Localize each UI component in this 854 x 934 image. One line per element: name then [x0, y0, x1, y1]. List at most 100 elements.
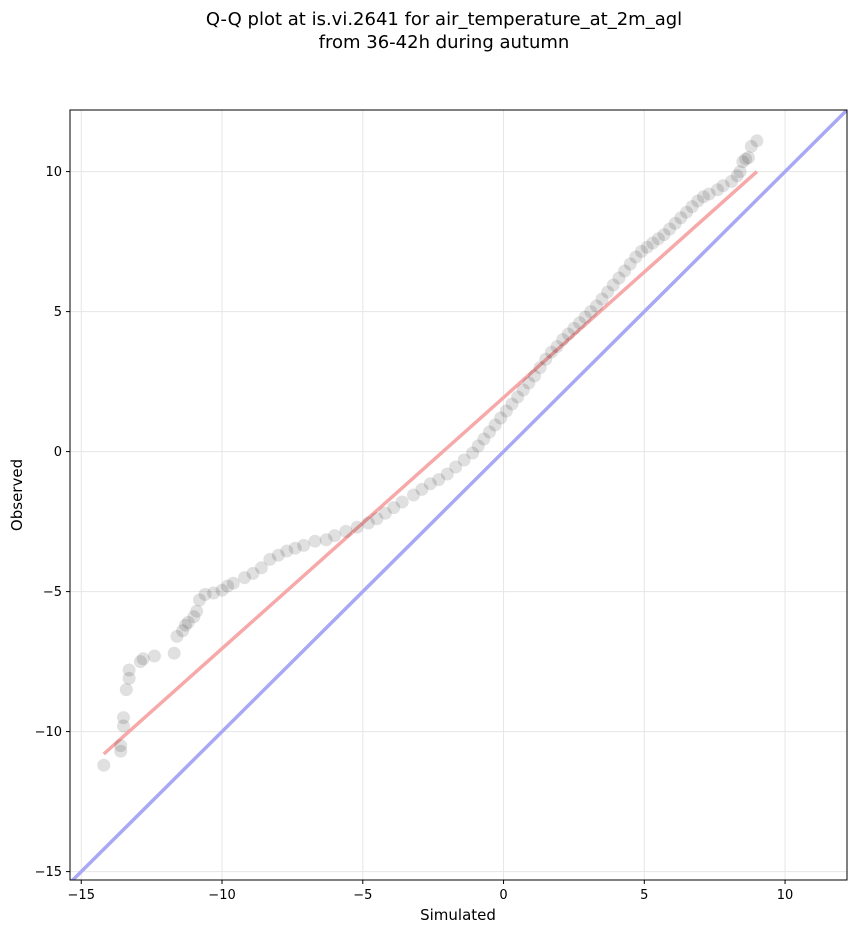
y-tick-label: −10	[35, 725, 62, 740]
data-point	[238, 571, 252, 585]
data-point	[466, 446, 480, 460]
data-point	[505, 397, 519, 411]
y-tick-label: −15	[35, 865, 62, 880]
data-point	[471, 439, 485, 453]
data-point	[573, 316, 587, 330]
x-tick-label: 0	[499, 888, 507, 903]
data-point	[634, 244, 648, 258]
data-point	[499, 404, 513, 418]
data-point	[494, 411, 508, 425]
data-point	[271, 548, 285, 562]
axis-ticks: −15 −10 −5 0 5 10 −15 −10 −5 0 5 10	[35, 165, 794, 903]
data-point	[319, 533, 333, 547]
y-tick-label: 10	[45, 165, 62, 180]
data-point	[733, 165, 747, 179]
data-point	[170, 629, 184, 643]
data-point	[522, 376, 536, 390]
data-point	[680, 205, 694, 219]
data-point	[415, 482, 429, 496]
plot-frame	[69, 109, 848, 881]
reference-lines	[70, 110, 847, 880]
data-point	[254, 561, 268, 575]
data-point	[263, 552, 277, 566]
data-point	[387, 501, 401, 515]
data-point	[511, 390, 525, 404]
data-point	[308, 534, 322, 548]
data-point	[361, 516, 375, 530]
data-point	[567, 321, 581, 335]
data-point	[578, 310, 592, 324]
data-point	[350, 520, 364, 534]
x-tick-label: −15	[68, 888, 95, 903]
data-point	[651, 232, 665, 246]
data-point	[744, 139, 758, 153]
data-point	[193, 593, 206, 607]
data-point	[730, 169, 744, 183]
data-point	[629, 250, 643, 264]
y-tick-label: −5	[43, 585, 62, 600]
data-point	[533, 361, 547, 375]
data-point	[612, 271, 626, 285]
identity-line	[70, 110, 847, 880]
fit-line	[102, 170, 759, 756]
data-point	[457, 453, 471, 467]
data-point	[114, 744, 128, 758]
data-point	[207, 586, 221, 600]
data-point	[488, 418, 502, 432]
data-point	[136, 652, 150, 666]
data-point	[556, 333, 570, 347]
data-point	[176, 624, 190, 638]
data-point	[646, 236, 660, 250]
data-point	[190, 604, 204, 618]
data-point	[181, 615, 195, 629]
data-point	[122, 671, 136, 685]
data-point	[297, 538, 311, 552]
data-point	[288, 541, 302, 555]
data-point	[696, 190, 710, 204]
data-point	[116, 711, 130, 725]
data-point	[725, 174, 739, 188]
x-tick-label: −5	[353, 888, 372, 903]
data-point	[539, 352, 553, 366]
x-axis-label: Simulated	[420, 906, 496, 924]
data-point	[668, 216, 682, 230]
data-point	[395, 495, 409, 509]
data-point	[114, 739, 128, 753]
data-point	[370, 512, 384, 526]
data-point	[122, 663, 136, 677]
data-point	[187, 610, 201, 624]
x-tick-label: −10	[208, 888, 235, 903]
data-point	[406, 488, 420, 502]
data-point	[544, 345, 558, 359]
data-point	[178, 618, 192, 632]
data-point	[226, 576, 240, 590]
data-point	[663, 222, 677, 236]
data-point	[550, 340, 564, 354]
data-point	[339, 524, 353, 538]
data-point	[221, 579, 235, 593]
data-point	[584, 305, 598, 319]
data-point	[674, 211, 688, 225]
data-point	[711, 183, 724, 197]
data-point	[716, 179, 730, 193]
chart-subtitle: from 36-42h during autumn	[319, 32, 570, 53]
data-point	[280, 544, 294, 558]
grid-lines	[70, 110, 847, 880]
data-point	[423, 477, 437, 491]
data-point	[606, 278, 620, 292]
data-point	[378, 506, 392, 520]
data-point	[528, 369, 542, 383]
data-point	[657, 228, 671, 242]
data-point	[685, 200, 699, 214]
data-point	[116, 719, 130, 733]
data-point	[246, 566, 260, 580]
data-point	[328, 529, 342, 543]
data-point	[640, 240, 654, 254]
data-point	[97, 758, 111, 772]
data-point	[167, 646, 181, 660]
y-tick-label: 5	[54, 305, 62, 320]
data-point	[449, 460, 463, 474]
data-point	[623, 257, 637, 271]
data-point	[736, 155, 750, 169]
